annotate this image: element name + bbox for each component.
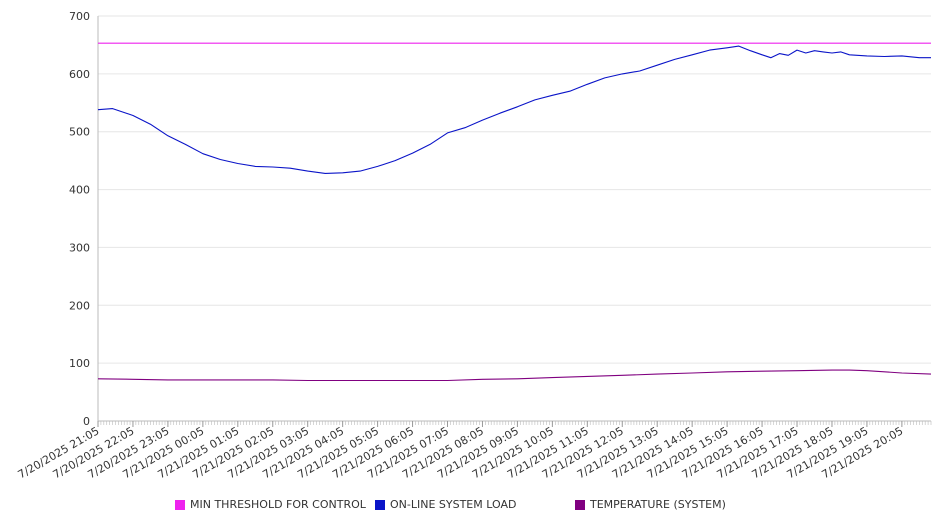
y-tick-label: 100 — [69, 357, 90, 370]
axes — [97, 16, 932, 427]
series-group — [97, 42, 932, 382]
y-tick-label: 200 — [69, 299, 90, 312]
legend-item-temperature: TEMPERATURE (SYSTEM) — [575, 498, 726, 511]
legend-label-temperature: TEMPERATURE (SYSTEM) — [590, 498, 726, 511]
legend: MIN THRESHOLD FOR CONTROL ON-LINE SYSTEM… — [0, 498, 946, 518]
y-tick-label: 600 — [69, 68, 90, 81]
legend-item-min-threshold: MIN THRESHOLD FOR CONTROL — [175, 498, 366, 511]
y-tick-label: 300 — [69, 241, 90, 254]
legend-swatch-system-load — [375, 499, 385, 510]
y-tick-labels: 0 100 200 300 400 500 600 700 — [69, 10, 90, 428]
y-tick-label: 400 — [69, 184, 90, 197]
series-line-temperature — [97, 369, 932, 382]
y-tick-label: 700 — [69, 10, 90, 23]
y-tick-label: 500 — [69, 126, 90, 139]
legend-label-min-threshold: MIN THRESHOLD FOR CONTROL — [190, 498, 366, 511]
line-chart: 7/20/2025 21:057/20/2025 22:057/20/2025 … — [16, 10, 932, 481]
legend-item-system-load: ON-LINE SYSTEM LOAD — [375, 498, 516, 511]
x-tick-labels: 7/20/2025 21:057/20/2025 22:057/20/2025 … — [16, 424, 906, 481]
y-tick-label: 0 — [83, 415, 90, 428]
legend-swatch-temperature — [575, 499, 585, 510]
grid — [98, 15, 931, 364]
legend-label-system-load: ON-LINE SYSTEM LOAD — [390, 498, 517, 511]
series-line-system-load — [97, 45, 931, 174]
legend-swatch-min-threshold — [175, 499, 185, 510]
